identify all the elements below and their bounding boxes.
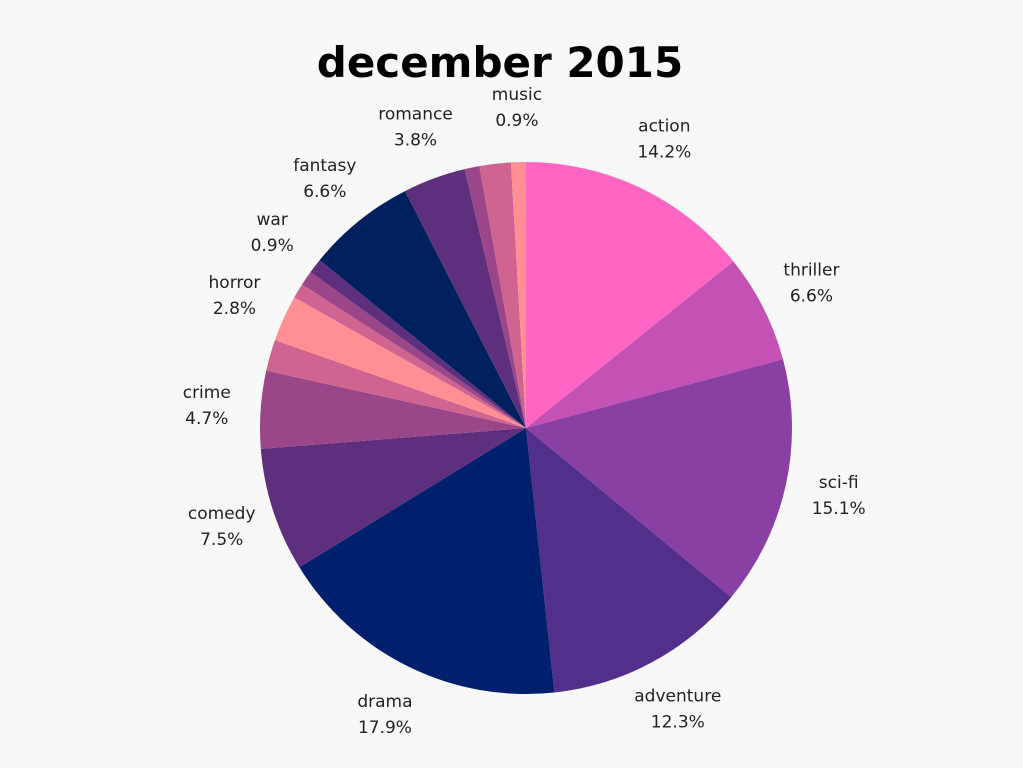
pie-slice-unlabeled-10 bbox=[302, 272, 526, 428]
slice-label-crime: crime bbox=[183, 383, 231, 403]
slice-label-sci-fi: sci-fi bbox=[819, 473, 859, 493]
slice-label-comedy: comedy bbox=[188, 504, 256, 524]
slice-value-crime: 4.7% bbox=[185, 409, 228, 429]
slice-label-drama: drama bbox=[357, 692, 412, 712]
pie-slice-action bbox=[526, 162, 734, 428]
pie-slice-sci-fi bbox=[526, 359, 792, 598]
slice-label-horror: horror bbox=[209, 273, 261, 293]
pie-slice-thriller bbox=[526, 261, 783, 428]
pie-slice-horror bbox=[274, 297, 526, 428]
slice-value-action: 14.2% bbox=[637, 142, 691, 162]
slice-label-thriller: thriller bbox=[783, 260, 839, 280]
slice-value-comedy: 7.5% bbox=[200, 530, 243, 550]
pie-slice-unlabeled-14 bbox=[464, 166, 526, 428]
pie-slice-romance bbox=[405, 169, 526, 428]
slice-label-fantasy: fantasy bbox=[293, 156, 356, 176]
slice-value-adventure: 12.3% bbox=[651, 713, 705, 733]
pie-slice-comedy bbox=[260, 428, 526, 568]
pie-slice-war bbox=[310, 260, 526, 428]
slice-value-thriller: 6.6% bbox=[790, 286, 833, 306]
chart-title: december 2015 bbox=[317, 38, 683, 87]
pie-slice-unlabeled-7 bbox=[266, 340, 526, 428]
pie-slice-drama bbox=[299, 428, 555, 694]
slice-value-fantasy: 6.6% bbox=[303, 182, 346, 202]
pie-slice-unlabeled-9 bbox=[294, 284, 526, 428]
pie-slice-unlabeled-15 bbox=[479, 162, 526, 429]
slice-label-romance: romance bbox=[378, 105, 453, 125]
pie-slice-adventure bbox=[526, 428, 732, 693]
pie-slice-music bbox=[510, 162, 526, 428]
pie-slice-fantasy bbox=[319, 191, 526, 428]
slice-value-war: 0.9% bbox=[251, 236, 294, 256]
slice-label-adventure: adventure bbox=[634, 687, 721, 707]
slice-value-horror: 2.8% bbox=[213, 299, 256, 319]
slice-value-music: 0.9% bbox=[495, 111, 538, 131]
slice-value-romance: 3.8% bbox=[394, 131, 437, 151]
pie-slice-crime bbox=[259, 370, 526, 449]
slice-label-music: music bbox=[492, 85, 542, 105]
slice-label-action: action bbox=[638, 116, 690, 136]
slice-value-drama: 17.9% bbox=[358, 718, 412, 738]
slice-label-war: war bbox=[257, 210, 288, 230]
slice-value-sci-fi: 15.1% bbox=[812, 499, 866, 519]
